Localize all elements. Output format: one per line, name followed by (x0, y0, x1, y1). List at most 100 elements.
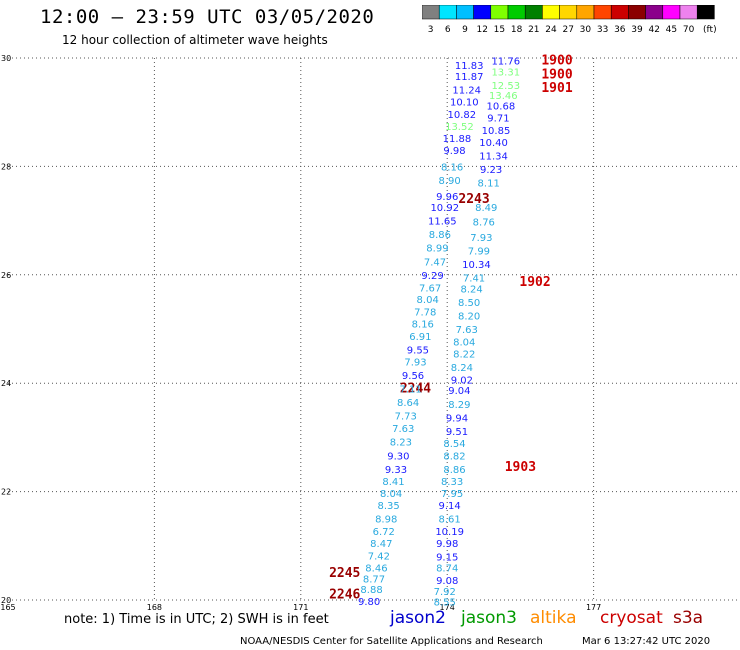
y-tick-label: 26 (1, 271, 11, 280)
wave-height-value: 9.71 (487, 114, 509, 125)
credit-line: NOAA/NESDIS Center for Satellite Applica… (240, 636, 543, 647)
wave-height-value: 9.55 (407, 346, 429, 357)
colorbar-label: 45 (666, 25, 677, 35)
wave-height-value: 10.40 (479, 138, 508, 149)
colorbar-label: 18 (511, 25, 523, 35)
wave-height-value: 8.33 (441, 477, 463, 488)
y-tick-label: 20 (1, 596, 11, 605)
wave-height-value: 8.22 (453, 349, 475, 360)
colorbar-label: 15 (494, 25, 505, 35)
wave-height-value: 11.65 (428, 217, 457, 228)
wave-height-value: 7.47 (424, 257, 446, 268)
wave-height-value: 10.92 (430, 203, 459, 214)
wave-height-value: 11.24 (452, 85, 481, 96)
wave-height-value: 8.76 (473, 218, 495, 229)
wave-height-value: 8.98 (375, 515, 397, 526)
wave-height-value: 8.82 (443, 451, 465, 462)
wave-height-value: 9.14 (439, 501, 461, 512)
wave-height-value: 9.94 (446, 413, 468, 424)
wave-height-value: 8.47 (370, 539, 392, 550)
wave-height-value: 13.46 (489, 91, 518, 102)
wave-height-value: 10.85 (482, 126, 511, 137)
wave-height-value: 13.31 (491, 68, 520, 79)
wave-height-value: 8.29 (448, 400, 470, 411)
wave-height-value: 9.08 (436, 576, 458, 587)
wave-height-value: 7.92 (434, 587, 456, 598)
colorbar-label: 9 (462, 25, 468, 35)
wave-height-value: 7.93 (404, 358, 426, 369)
wave-height-value: 8.20 (458, 311, 480, 322)
wave-height-value: 9.04 (448, 386, 470, 397)
wave-height-value: 9.02 (451, 375, 473, 386)
pass-time-label: 2243 (458, 192, 489, 207)
wave-height-value: 7.93 (470, 233, 492, 244)
colorbar-label: 21 (528, 25, 539, 35)
wave-height-value: 9.98 (443, 146, 465, 157)
pass-time-label: 1903 (505, 460, 536, 475)
wave-height-value: 7.11 (399, 385, 421, 396)
wave-height-value: 8.55 (434, 598, 456, 609)
wave-height-value: 9.51 (446, 427, 468, 438)
colorbar-label: 6 (445, 25, 451, 35)
wave-height-value: 9.56 (402, 371, 424, 382)
colorbar-label: 36 (614, 25, 626, 35)
legend-cryosat: cryosat (600, 608, 663, 628)
y-tick-label: 24 (1, 379, 11, 388)
wave-height-value: 11.87 (455, 72, 484, 83)
wave-height-value: 11.76 (491, 57, 520, 68)
wave-height-value: 9.23 (480, 165, 502, 176)
legend-altika: altika (530, 608, 577, 628)
x-tick-label: 168 (147, 603, 162, 612)
x-tick-label: 177 (586, 603, 601, 612)
wave-height-value: 7.63 (392, 424, 414, 435)
wave-height-value: 10.68 (487, 102, 516, 113)
colorbar-label: 24 (545, 25, 557, 35)
generated-timestamp: Mar 6 13:27:42 UTC 2020 (582, 636, 711, 647)
wave-height-value: 8.77 (363, 574, 385, 585)
wave-height-value: 7.78 (414, 308, 436, 319)
colorbar-label: 3 (428, 25, 434, 35)
wave-height-value: 8.86 (443, 465, 465, 476)
colorbar-label: 30 (580, 25, 592, 35)
x-tick-label: 174 (440, 603, 455, 612)
footer-note: note: 1) Time is in UTC; 2) SWH is in fe… (64, 612, 329, 627)
wave-height-value: 10.19 (435, 527, 464, 538)
wave-height-value: 9.80 (358, 597, 380, 608)
colorbar-label: (ft) (703, 25, 717, 35)
wave-height-value: 7.63 (456, 325, 478, 336)
wave-height-value: 11.34 (479, 152, 508, 163)
wave-height-value: 9.98 (436, 539, 458, 550)
wave-height-value: 6.72 (373, 527, 395, 538)
wave-height-value: 8.74 (436, 563, 458, 574)
wave-height-value: 7.41 (463, 274, 485, 285)
wave-height-value: 8.04 (417, 295, 439, 306)
wave-height-value: 12.53 (491, 81, 520, 92)
wave-height-value: 9.96 (436, 192, 458, 203)
wave-height-value: 10.34 (462, 260, 491, 271)
wave-height-value: 7.73 (395, 412, 417, 423)
chart-subtitle: 12 hour collection of altimeter wave hei… (62, 33, 328, 47)
wave-height-value: 8.16 (441, 162, 463, 173)
y-tick-label: 22 (1, 488, 11, 497)
wave-height-value: 8.41 (382, 477, 404, 488)
colorbar-label: 12 (476, 25, 487, 35)
wave-height-value: 8.88 (360, 585, 382, 596)
pass-time-label: 2245 (329, 566, 360, 581)
wave-height-value: 10.10 (450, 97, 479, 108)
y-tick-label: 28 (1, 162, 11, 171)
pass-time-label: 1900 (541, 67, 572, 82)
wave-height-value: 7.95 (441, 489, 463, 500)
wave-height-value: 11.83 (455, 61, 484, 72)
y-tick-label: 30 (1, 54, 11, 63)
wave-height-value: 9.29 (421, 271, 443, 282)
colorbar-label: 33 (597, 25, 608, 35)
colorbar-label: 39 (631, 25, 643, 35)
wave-height-value: 8.04 (380, 489, 402, 500)
wave-height-value: 6.91 (409, 332, 431, 343)
wave-height-value: 8.35 (378, 501, 400, 512)
wave-height-value: 7.99 (468, 246, 490, 257)
pass-time-label: 1900 (541, 54, 572, 69)
legend-jason2: jason2 (390, 608, 446, 628)
wave-height-value: 8.61 (439, 515, 461, 526)
